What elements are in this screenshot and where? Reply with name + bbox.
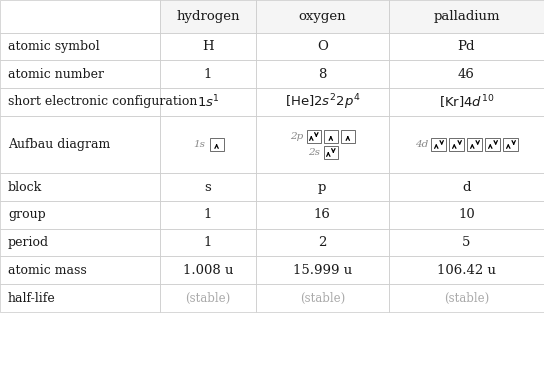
Text: $[\mathrm{Kr}]4d^{10}$: $[\mathrm{Kr}]4d^{10}$: [439, 93, 494, 111]
Bar: [389, 256, 544, 284]
Bar: [449, 138, 465, 151]
Bar: [0, 33, 160, 60]
Bar: [160, 173, 256, 201]
Text: period: period: [8, 236, 49, 249]
Text: H: H: [202, 40, 214, 53]
Text: 16: 16: [314, 208, 331, 221]
Text: 15.999 u: 15.999 u: [293, 264, 352, 277]
Text: s: s: [205, 181, 212, 194]
Text: short electronic configuration: short electronic configuration: [8, 95, 197, 108]
Text: 10: 10: [458, 208, 475, 221]
Bar: [389, 284, 544, 312]
Bar: [160, 88, 256, 116]
Text: 4d: 4d: [415, 140, 428, 149]
Bar: [0, 116, 160, 173]
Bar: [256, 88, 389, 116]
Text: palladium: palladium: [433, 10, 500, 23]
Bar: [0, 173, 160, 201]
Bar: [160, 201, 256, 229]
Text: 1: 1: [204, 236, 212, 249]
Text: 2: 2: [318, 236, 326, 249]
Bar: [389, 60, 544, 88]
Bar: [389, 229, 544, 256]
Bar: [467, 138, 483, 151]
Bar: [389, 0, 544, 33]
Bar: [256, 0, 389, 33]
Bar: [389, 173, 544, 201]
Text: atomic mass: atomic mass: [8, 264, 86, 277]
Bar: [324, 130, 338, 143]
Text: atomic number: atomic number: [8, 68, 104, 81]
Text: 2s: 2s: [308, 148, 320, 157]
Text: $[\mathrm{He}]2s^{2}2p^{4}$: $[\mathrm{He}]2s^{2}2p^{4}$: [285, 92, 360, 112]
Bar: [256, 284, 389, 312]
Bar: [160, 256, 256, 284]
Bar: [0, 60, 160, 88]
Text: 1: 1: [204, 208, 212, 221]
Bar: [256, 60, 389, 88]
Bar: [431, 138, 447, 151]
Bar: [256, 229, 389, 256]
Bar: [160, 0, 256, 33]
Bar: [209, 138, 224, 151]
Text: (stable): (stable): [300, 292, 345, 305]
Bar: [0, 256, 160, 284]
Text: p: p: [318, 181, 326, 194]
Text: (stable): (stable): [186, 292, 231, 305]
Bar: [256, 33, 389, 60]
Bar: [256, 173, 389, 201]
Bar: [389, 88, 544, 116]
Bar: [389, 33, 544, 60]
Text: 1s: 1s: [194, 140, 206, 149]
Text: 46: 46: [458, 68, 475, 81]
Bar: [256, 256, 389, 284]
Text: $1s^{1}$: $1s^{1}$: [196, 94, 220, 110]
Bar: [160, 33, 256, 60]
Bar: [307, 130, 321, 143]
Bar: [256, 116, 389, 173]
Text: 106.42 u: 106.42 u: [437, 264, 496, 277]
Bar: [324, 146, 338, 159]
Bar: [256, 201, 389, 229]
Text: group: group: [8, 208, 46, 221]
Text: d: d: [462, 181, 471, 194]
Bar: [389, 201, 544, 229]
Text: O: O: [317, 40, 327, 53]
Text: 1.008 u: 1.008 u: [183, 264, 233, 277]
Bar: [0, 88, 160, 116]
Text: hydrogen: hydrogen: [176, 10, 240, 23]
Bar: [389, 116, 544, 173]
Bar: [160, 116, 256, 173]
Text: half-life: half-life: [8, 292, 55, 305]
Text: 1: 1: [204, 68, 212, 81]
Bar: [160, 229, 256, 256]
Text: oxygen: oxygen: [299, 10, 346, 23]
Text: Pd: Pd: [458, 40, 475, 53]
Bar: [0, 229, 160, 256]
Text: 8: 8: [318, 68, 326, 81]
Text: atomic symbol: atomic symbol: [8, 40, 100, 53]
Bar: [0, 284, 160, 312]
Text: Aufbau diagram: Aufbau diagram: [8, 138, 110, 151]
Bar: [341, 130, 355, 143]
Bar: [0, 0, 160, 33]
Bar: [160, 284, 256, 312]
Bar: [160, 60, 256, 88]
Bar: [504, 138, 518, 151]
Text: block: block: [8, 181, 42, 194]
Bar: [0, 201, 160, 229]
Bar: [485, 138, 500, 151]
Text: (stable): (stable): [444, 292, 489, 305]
Text: 5: 5: [462, 236, 471, 249]
Text: 2p: 2p: [290, 132, 304, 141]
